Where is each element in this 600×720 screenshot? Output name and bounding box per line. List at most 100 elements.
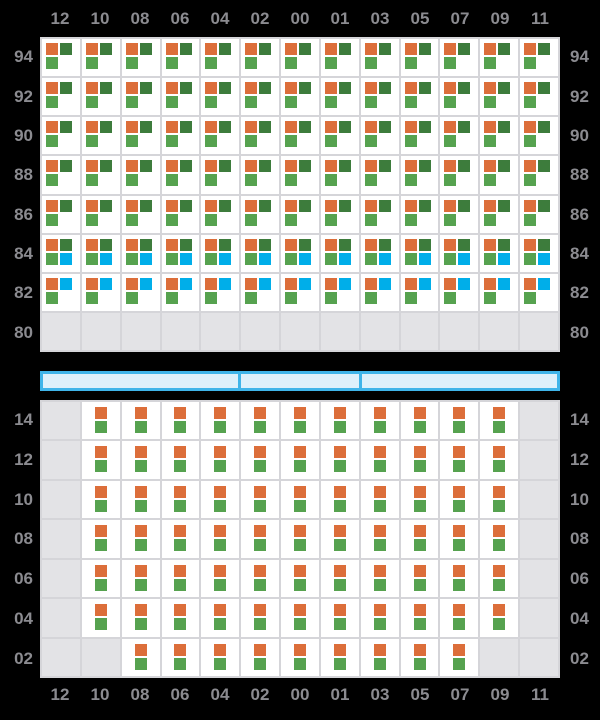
grid-cell[interactable] [440,559,479,598]
grid-cell[interactable] [121,638,160,676]
grid-cell[interactable] [360,234,399,272]
grid-cell[interactable] [360,195,399,233]
grid-cell[interactable] [81,195,120,233]
grid-cell[interactable] [42,273,80,311]
grid-cell[interactable] [400,520,439,558]
selector-segment[interactable] [241,374,362,388]
grid-cell[interactable] [400,441,439,479]
grid-cell[interactable] [520,39,558,77]
grid-cell[interactable] [360,39,399,77]
grid-cell[interactable] [480,234,519,272]
grid-cell[interactable] [81,559,120,598]
grid-cell[interactable] [440,520,479,558]
grid-cell[interactable] [241,599,280,637]
grid-cell[interactable] [400,599,439,637]
grid-cell[interactable] [121,520,160,558]
grid-cell[interactable] [400,559,439,598]
grid-cell[interactable] [480,117,519,155]
grid-cell[interactable] [480,480,519,519]
grid-cell[interactable] [42,39,80,77]
grid-cell[interactable] [320,195,359,233]
grid-cell[interactable] [121,273,160,311]
grid-cell[interactable] [201,599,240,637]
grid-cell[interactable] [201,441,240,479]
grid-cell[interactable] [320,273,359,311]
grid-cell[interactable] [320,559,359,598]
grid-cell[interactable] [161,117,200,155]
grid-cell[interactable] [360,402,399,440]
grid-cell[interactable] [480,402,519,440]
grid-cell[interactable] [161,441,200,479]
grid-cell[interactable] [400,39,439,77]
grid-cell[interactable] [400,195,439,233]
grid-cell[interactable] [81,520,120,558]
grid-cell[interactable] [320,156,359,194]
grid-cell[interactable] [121,39,160,77]
grid-cell[interactable] [480,441,519,479]
grid-cell[interactable] [241,234,280,272]
grid-cell[interactable] [201,273,240,311]
grid-cell[interactable] [400,78,439,116]
grid-cell[interactable] [241,441,280,479]
grid-cell[interactable] [281,599,319,637]
grid-cell[interactable] [161,599,200,637]
grid-cell[interactable] [520,78,558,116]
grid-cell[interactable] [42,78,80,116]
grid-cell[interactable] [121,480,160,519]
grid-cell[interactable] [121,441,160,479]
grid-cell[interactable] [281,273,319,311]
grid-cell[interactable] [121,559,160,598]
grid-cell[interactable] [440,39,479,77]
grid-cell[interactable] [320,117,359,155]
grid-cell[interactable] [201,156,240,194]
grid-cell[interactable] [440,480,479,519]
grid-cell[interactable] [81,480,120,519]
grid-cell[interactable] [400,402,439,440]
grid-cell[interactable] [440,234,479,272]
grid-cell[interactable] [121,599,160,637]
grid-cell[interactable] [121,234,160,272]
grid-cell[interactable] [201,39,240,77]
grid-cell[interactable] [400,480,439,519]
grid-cell[interactable] [281,78,319,116]
grid-cell[interactable] [42,234,80,272]
grid-cell[interactable] [440,156,479,194]
grid-cell[interactable] [281,39,319,77]
grid-cell[interactable] [320,78,359,116]
grid-cell[interactable] [480,599,519,637]
grid-cell[interactable] [121,117,160,155]
grid-cell[interactable] [201,520,240,558]
grid-cell[interactable] [121,195,160,233]
grid-cell[interactable] [320,39,359,77]
grid-cell[interactable] [201,78,240,116]
grid-cell[interactable] [320,480,359,519]
grid-cell[interactable] [480,520,519,558]
grid-cell[interactable] [81,441,120,479]
grid-cell[interactable] [241,559,280,598]
grid-cell[interactable] [241,78,280,116]
grid-cell[interactable] [320,402,359,440]
grid-cell[interactable] [81,234,120,272]
grid-cell[interactable] [320,520,359,558]
grid-cell[interactable] [281,234,319,272]
grid-cell[interactable] [520,195,558,233]
grid-cell[interactable] [161,156,200,194]
grid-cell[interactable] [281,195,319,233]
grid-cell[interactable] [241,117,280,155]
grid-cell[interactable] [520,156,558,194]
grid-cell[interactable] [161,78,200,116]
grid-cell[interactable] [360,559,399,598]
grid-cell[interactable] [161,195,200,233]
grid-cell[interactable] [440,273,479,311]
grid-cell[interactable] [400,156,439,194]
grid-cell[interactable] [281,441,319,479]
grid-cell[interactable] [440,195,479,233]
grid-cell[interactable] [201,402,240,440]
selector-segment[interactable] [43,374,242,388]
grid-cell[interactable] [161,39,200,77]
grid-cell[interactable] [241,402,280,440]
grid-cell[interactable] [360,638,399,676]
grid-cell[interactable] [161,402,200,440]
grid-cell[interactable] [161,480,200,519]
grid-cell[interactable] [281,559,319,598]
